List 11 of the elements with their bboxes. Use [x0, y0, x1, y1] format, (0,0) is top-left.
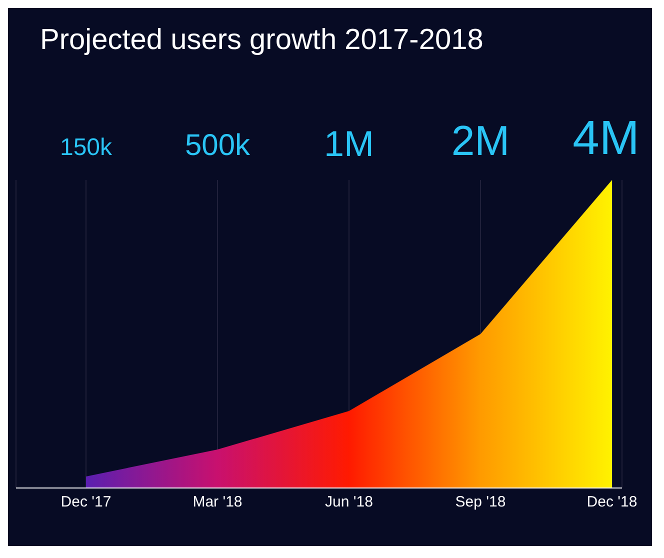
text: 4M: [572, 111, 640, 167]
x-tick-label: Mar '18: [192, 494, 242, 511]
x-tick-label: Dec '17: [60, 494, 112, 511]
text: 2M: [451, 116, 510, 166]
text: 150k: [60, 134, 112, 163]
text: 1M: [324, 122, 374, 166]
text: 500k: [184, 128, 250, 164]
chart-title: Projected users growth 2017-2018: [40, 24, 484, 57]
x-tick-label: Dec '18: [586, 494, 638, 511]
x-tick-label: Sep '18: [455, 494, 506, 511]
x-tick-label: Jun '18: [325, 494, 373, 511]
